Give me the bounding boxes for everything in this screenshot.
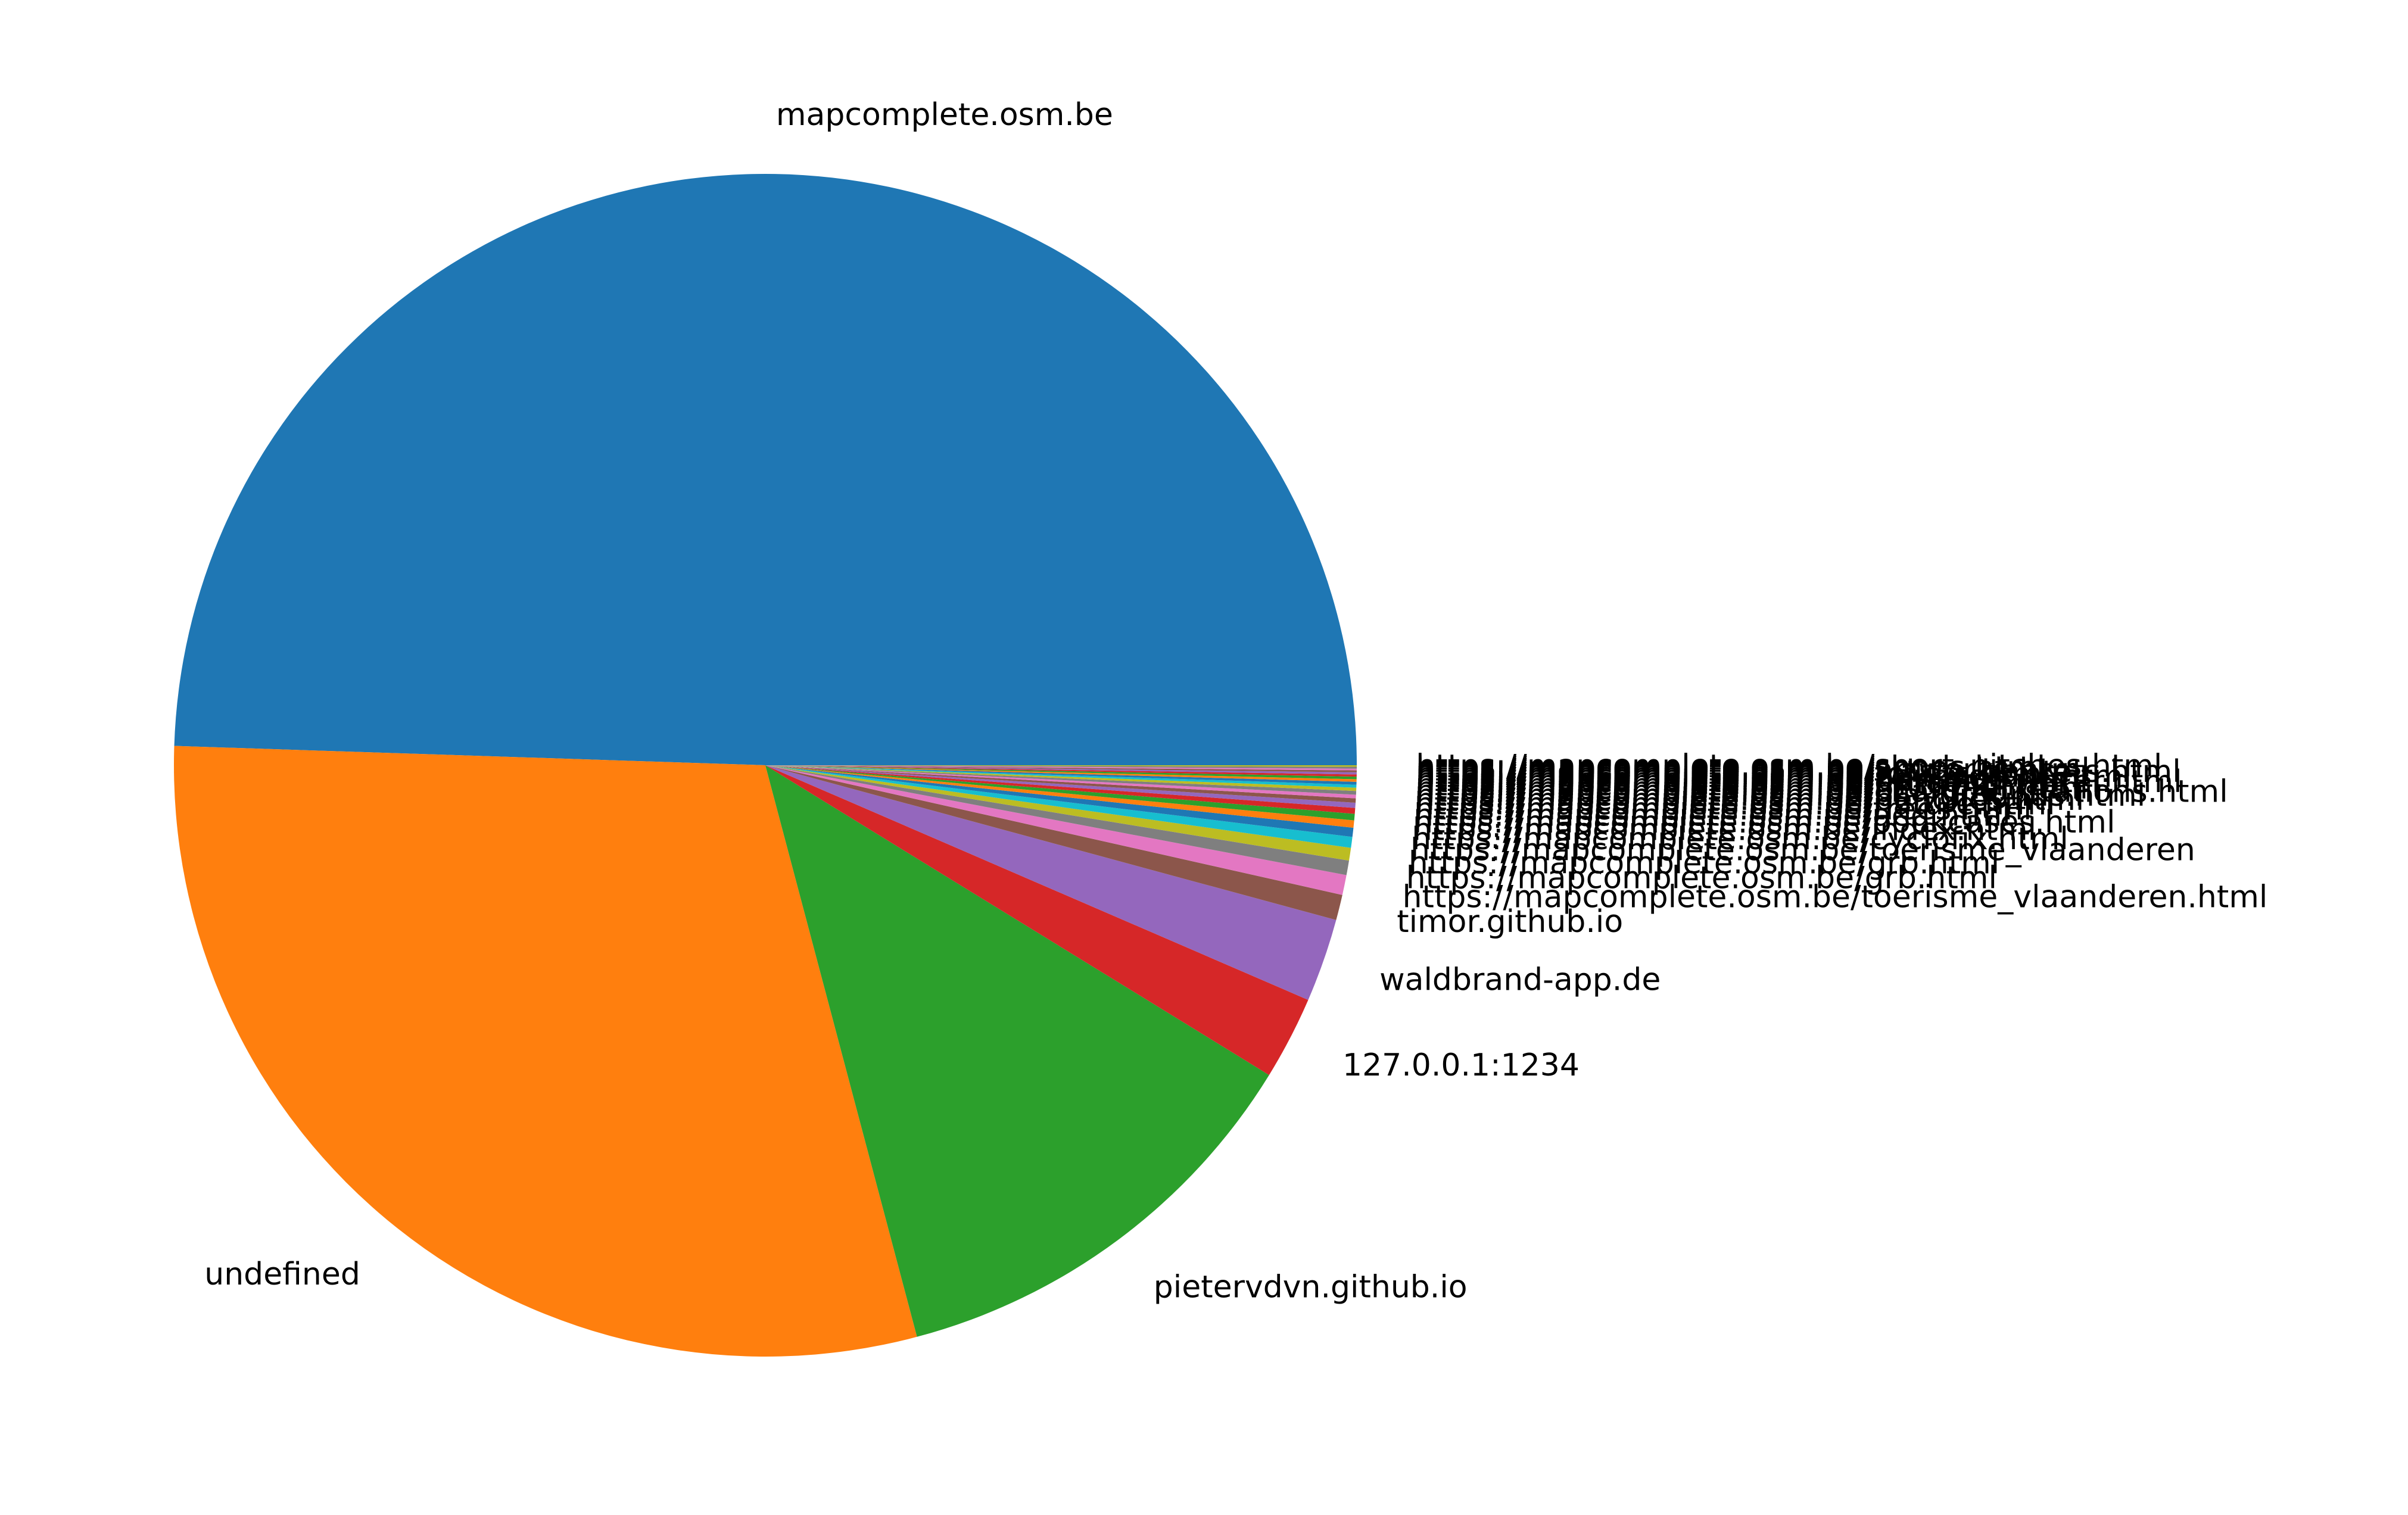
slice-label-7: https://mapcomplete.osm.be/grb.html [1406,861,1997,896]
pie-slice-5 [765,765,1342,920]
pie-slice-27 [765,765,1357,769]
pie-slice-11 [765,765,1354,828]
pie-slice-1 [173,746,917,1357]
pie-slice-0 [174,173,1357,766]
slice-label-11: https://mapcomplete.osm.be/index.html [1413,812,2036,848]
pie-slice-24 [765,765,1357,775]
pie-slice-25 [765,765,1357,772]
slice-label-19: https://mapcomplete.osm.be/personal.html [1416,771,2088,806]
pie-slice-6 [765,765,1347,895]
pie-slice-3 [765,765,1309,1076]
slice-label-24: https://mapcomplete.osm.be/toilets.html [1416,756,2051,792]
slice-label-17: https://mapcomplete.osm.be/playgrounds.h… [1415,778,2145,813]
pie-slice-15 [765,765,1356,803]
slice-label-21: https://mapcomplete.osm.be/drinking_wate… [1416,764,2182,800]
slice-labels: mapcomplete.osm.be undefined pietervdvn.gi… [204,97,2267,1305]
slice-label-12: https://mapcomplete.osm.be/bookcases.htm… [1413,805,2115,840]
slice-label-9: https://mapcomplete.osm.be/toerisme_vlaa… [1410,833,2195,868]
pie-slice-18 [765,765,1357,791]
pie-slice-13 [765,765,1356,814]
pie-slice-14 [765,765,1356,808]
pie-slice-9 [765,765,1353,848]
pie-slice-23 [765,765,1357,777]
slice-label-25: https://mapcomplete.osm.be/waste_baskets… [1416,754,2181,790]
slice-label-10: https://mapcomplete.osm.be/cyclofix.html [1412,821,2069,857]
pie-slice-21 [765,765,1357,782]
slice-label-22: https://mapcomplete.osm.be/parkings.html [1416,762,2088,797]
slice-label-15: https://mapcomplete.osm.be/nature.html [1415,786,2055,822]
pie-slice-7 [765,765,1349,875]
slice-label-8: https://mapcomplete.osm.be/grb.html [1409,845,1999,881]
slice-label-5: timor.github.io [1397,904,1623,940]
slice-label-27: https://mapcomplete.osm.be/shops.html [1416,750,2045,785]
slice-label-4: waldbrand-app.de [1379,962,1661,998]
slice-label-6: https://mapcomplete.osm.be/toerisme_vlaa… [1403,879,2268,915]
pie-slice-20 [765,765,1357,785]
pie-slice-28 [765,765,1357,767]
pie-slice-10 [765,765,1354,837]
slice-label-2: pietervdvn.github.io [1154,1270,1468,1305]
slice-label-23: https://mapcomplete.osm.be/hailhydrant.h… [1416,759,2132,794]
pie-slice-16 [765,765,1356,799]
slice-label-1: undefined [204,1257,360,1292]
slice-label-28: https://mapcomplete.osm.be/sport_pitches… [1416,748,2162,784]
slice-label-14: https://mapcomplete.osm.be/trees.html [1415,791,2032,827]
pie-slice-17 [765,765,1357,795]
pie-slice-19 [765,765,1357,788]
pie-slice-2 [765,765,1269,1337]
pie-slice-12 [765,765,1355,821]
pie-slice-4 [765,765,1337,1000]
pie-slice-22 [765,765,1357,780]
slice-label-0: mapcomplete.osm.be [776,97,1113,133]
slice-label-16: https://mapcomplete.osm.be/benches.html [1415,782,2085,818]
pie-slice-8 [765,765,1351,861]
slice-label-3: 127.0.0.1:1234 [1342,1048,1580,1083]
pie-slices [173,173,1357,1357]
slice-label-20: https://mapcomplete.osm.be/fritures.html [1416,767,2066,803]
slice-label-26: https://mapcomplete.osm.be/artworks.html [1416,752,2089,788]
slice-label-18: https://mapcomplete.osm.be/charging_stat… [1415,774,2228,810]
pie-slice-26 [765,765,1357,771]
slice-label-13: https://mapcomplete.osm.be/aed.html [1414,797,2011,833]
